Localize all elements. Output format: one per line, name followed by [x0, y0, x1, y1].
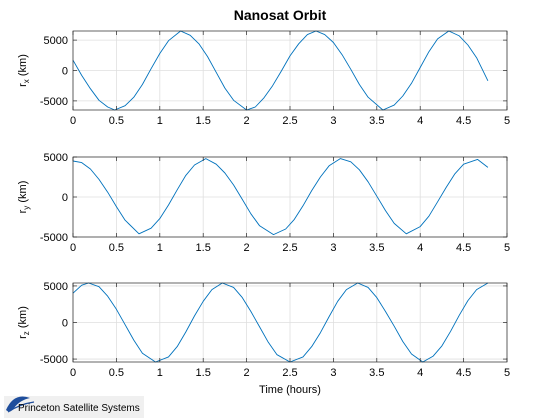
y-tick-label: 5000: [44, 35, 68, 47]
x-tick-label: 1.5: [196, 115, 211, 127]
x-tick-label: 3.5: [369, 115, 384, 127]
x-tick-label: 0: [70, 115, 76, 127]
y-tick-label: 0: [62, 192, 68, 204]
x-tick-label: 2: [244, 242, 250, 254]
x-tick-label: 0.5: [109, 367, 124, 379]
x-tick-label: 4: [417, 367, 423, 379]
x-tick-label: 5: [504, 115, 510, 127]
x-tick-label: 3: [330, 115, 336, 127]
x-tick-label: 3: [330, 242, 336, 254]
company-name: Princeton Satellite Systems: [18, 403, 140, 414]
x-tick-label: 0: [70, 242, 76, 254]
x-tick-label: 4.5: [456, 367, 471, 379]
y-tick-label: -5000: [40, 232, 68, 244]
x-tick-label: 0.5: [109, 242, 124, 254]
x-tick-label: 2.5: [282, 115, 297, 127]
series-line: [72, 30, 489, 111]
x-tick-label: 2: [244, 115, 250, 127]
y-tick-label: -5000: [40, 354, 68, 366]
x-axis-label: Time (hours): [259, 384, 321, 396]
x-tick-label: 1: [157, 242, 163, 254]
company-logo: Princeton Satellite Systems: [4, 396, 144, 418]
x-tick-label: 3.5: [369, 367, 384, 379]
x-tick-label: 3.5: [369, 242, 384, 254]
series-line: [72, 158, 489, 236]
x-tick-label: 0: [70, 367, 76, 379]
x-tick-label: 1.5: [196, 367, 211, 379]
x-tick-label: 4: [417, 115, 423, 127]
x-tick-label: 1: [157, 115, 163, 127]
y-tick-label: 0: [62, 318, 68, 330]
y-tick-label: 5000: [44, 152, 68, 164]
x-tick-label: 3: [330, 367, 336, 379]
x-tick-label: 0.5: [109, 115, 124, 127]
x-tick-label: 2.5: [282, 242, 297, 254]
x-tick-label: 1.5: [196, 242, 211, 254]
x-tick-label: 1: [157, 367, 163, 379]
x-tick-label: 4: [417, 242, 423, 254]
chart-title: Nanosat Orbit: [234, 7, 327, 23]
y-axis-label: rx (km): [17, 54, 31, 87]
y-axis-label: rz (km): [17, 306, 31, 339]
x-tick-label: 4.5: [456, 242, 471, 254]
y-axis-label: ry (km): [17, 181, 31, 214]
x-tick-label: 4.5: [456, 115, 471, 127]
x-tick-label: 5: [504, 242, 510, 254]
y-tick-label: -5000: [40, 96, 68, 108]
x-tick-label: 2: [244, 367, 250, 379]
x-tick-label: 2.5: [282, 367, 297, 379]
series-line: [72, 282, 489, 363]
x-tick-label: 5: [504, 367, 510, 379]
y-tick-label: 0: [62, 66, 68, 78]
y-tick-label: 5000: [44, 281, 68, 293]
